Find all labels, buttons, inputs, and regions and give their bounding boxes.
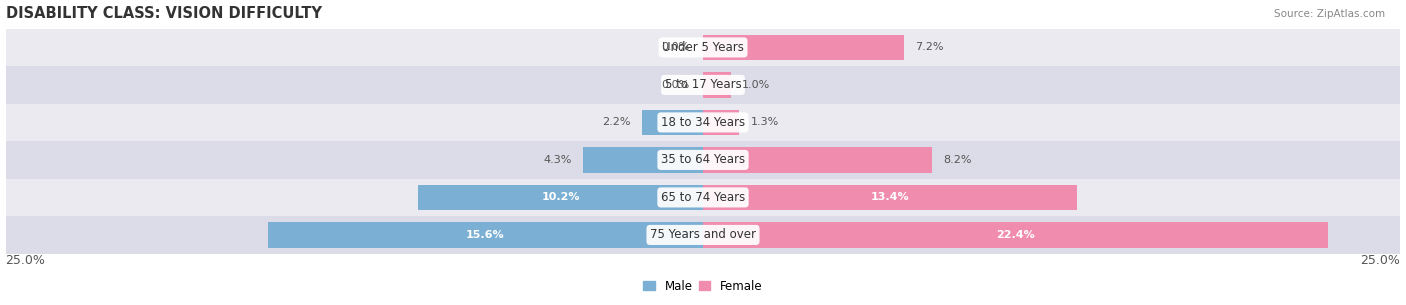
Text: 35 to 64 Years: 35 to 64 Years (661, 153, 745, 167)
Bar (6, 216, 1400, 254)
Bar (703, 35, 904, 60)
Bar (583, 147, 703, 173)
Text: DISABILITY CLASS: VISION DIFFICULTY: DISABILITY CLASS: VISION DIFFICULTY (6, 5, 322, 20)
Text: 5 to 17 Years: 5 to 17 Years (665, 78, 741, 92)
Text: 18 to 34 Years: 18 to 34 Years (661, 116, 745, 129)
Text: 65 to 74 Years: 65 to 74 Years (661, 191, 745, 204)
Bar (703, 185, 1077, 210)
Text: 2.2%: 2.2% (602, 117, 630, 127)
Bar (703, 72, 731, 98)
Text: 25.0%: 25.0% (6, 254, 45, 267)
Bar (6, 66, 1400, 104)
Text: 1.3%: 1.3% (751, 117, 779, 127)
Text: 75 Years and over: 75 Years and over (650, 228, 756, 242)
Text: Under 5 Years: Under 5 Years (662, 41, 744, 54)
Text: 4.3%: 4.3% (544, 155, 572, 165)
Text: 0.0%: 0.0% (661, 80, 689, 90)
Bar (419, 185, 703, 210)
Text: 22.4%: 22.4% (995, 230, 1035, 240)
Text: 7.2%: 7.2% (915, 42, 943, 52)
Bar (6, 141, 1400, 179)
Bar (703, 147, 932, 173)
Bar (703, 110, 740, 135)
Text: 0.0%: 0.0% (661, 42, 689, 52)
Bar (267, 222, 703, 248)
Bar (6, 179, 1400, 216)
Text: 13.4%: 13.4% (870, 192, 910, 203)
Legend: Male, Female: Male, Female (638, 275, 768, 297)
Text: 8.2%: 8.2% (943, 155, 972, 165)
Bar (6, 104, 1400, 141)
Bar (641, 110, 703, 135)
Text: 10.2%: 10.2% (541, 192, 579, 203)
Text: 25.0%: 25.0% (1361, 254, 1400, 267)
Text: 15.6%: 15.6% (465, 230, 505, 240)
Bar (703, 222, 1327, 248)
Text: Source: ZipAtlas.com: Source: ZipAtlas.com (1274, 9, 1385, 19)
Text: 1.0%: 1.0% (742, 80, 770, 90)
Bar (6, 29, 1400, 66)
